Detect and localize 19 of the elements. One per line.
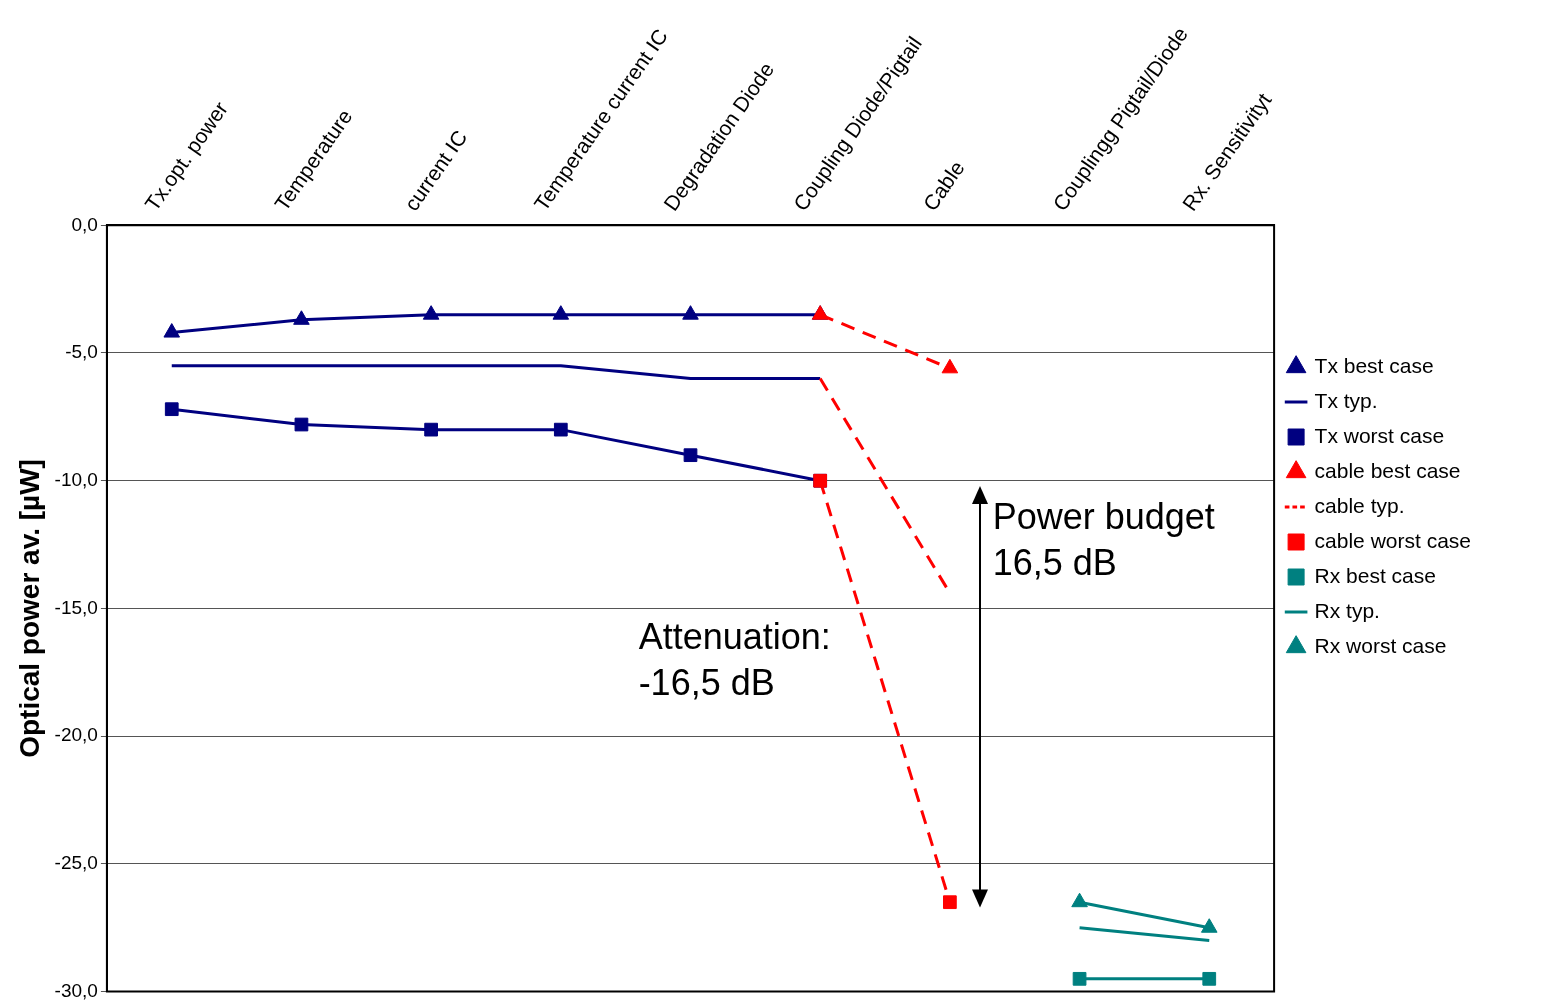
annotation: Attenuation: -16,5 dB: [638, 616, 831, 704]
legend-label: Rx best case: [1314, 563, 1436, 587]
y-tick-label: -20,0: [54, 724, 98, 746]
y-tick-label: -15,0: [54, 596, 98, 618]
legend-label: Rx worst case: [1314, 633, 1447, 657]
legend-label: Tx typ.: [1314, 388, 1378, 412]
y-tick-label: -5,0: [65, 341, 98, 363]
y-tick-label: -30,0: [54, 979, 98, 1001]
y-tick-label: -25,0: [54, 852, 98, 874]
legend-label: cable worst case: [1314, 528, 1471, 552]
legend-label: cable best case: [1314, 458, 1461, 482]
y-tick-label: -10,0: [54, 468, 98, 490]
legend-label: Tx best case: [1314, 353, 1434, 377]
legend-label: cable typ.: [1314, 493, 1405, 517]
annotation: Power budget 16,5 dB: [992, 496, 1215, 584]
y-tick-label: 0,0: [71, 213, 98, 235]
legend-label: Rx typ.: [1314, 598, 1380, 622]
legend-label: Tx worst case: [1314, 423, 1445, 447]
y-axis-title: Optical power av. [µW]: [13, 459, 45, 758]
